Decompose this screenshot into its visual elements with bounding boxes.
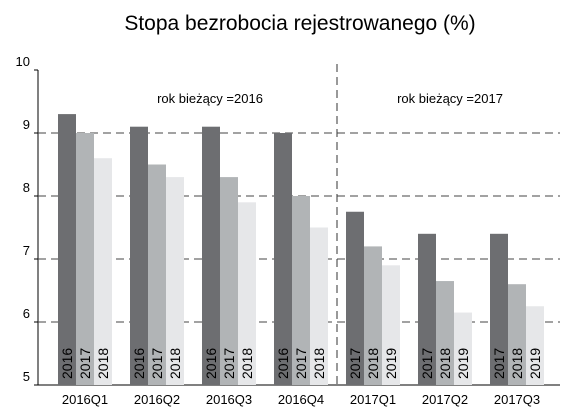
bar-label: 2016 [203,348,219,379]
bar-label: 2017 [491,348,507,379]
bar-label: 2018 [167,348,183,379]
x-tick-label: 2017Q2 [422,392,468,407]
bar [490,233,508,385]
bar-label: 2017 [221,348,237,379]
annotation: rok bieżący =2017 [397,91,503,106]
bar [292,196,310,385]
bar-label: 2017 [77,348,93,379]
bar-label: 2019 [527,348,543,379]
bar [166,177,184,385]
bar [94,158,112,385]
bar [454,312,472,385]
bar [76,133,94,385]
y-tick-label: 8 [23,180,30,195]
bar-label: 2018 [509,348,525,379]
bar [526,306,544,385]
bar-label: 2016 [275,348,291,379]
annotation: rok bieżący =2016 [157,91,263,106]
bar [436,281,454,385]
bar [274,133,292,385]
bar-label: 2016 [131,348,147,379]
bar-label: 2018 [437,348,453,379]
bar [58,114,76,385]
bar-label: 2019 [455,348,471,379]
bar-label: 2017 [293,348,309,379]
bar-label: 2016 [59,348,75,379]
chart-title: Stopa bezrobocia rejestrowanego (%) [124,12,475,35]
bar-label: 2017 [149,348,165,379]
bar-label: 2017 [347,348,363,379]
bar-label: 2018 [365,348,381,379]
x-tick-label: 2016Q1 [62,392,108,407]
bar-label: 2018 [95,348,111,379]
x-tick-label: 2017Q1 [350,392,396,407]
bar [130,126,148,385]
x-tick-label: 2016Q2 [134,392,180,407]
bar-label: 2018 [239,348,255,379]
x-tick-label: 2016Q3 [206,392,252,407]
y-tick-label: 10 [16,54,30,69]
y-tick-label: 7 [23,243,30,258]
y-tick-label: 5 [23,369,30,384]
y-tick-label: 9 [23,117,30,132]
bar [238,202,256,385]
bar [220,177,238,385]
bar [382,265,400,385]
bar-label: 2017 [419,348,435,379]
bar [202,126,220,385]
bar [346,211,364,385]
bar-label: 2018 [311,348,327,379]
y-tick-label: 6 [23,306,30,321]
bar [508,284,526,385]
bar [364,246,382,385]
bar [418,233,436,385]
bar [148,164,166,385]
bar [310,227,328,385]
x-tick-label: 2017Q3 [494,392,540,407]
bar-label: 2019 [383,348,399,379]
x-tick-label: 2016Q4 [278,392,324,407]
